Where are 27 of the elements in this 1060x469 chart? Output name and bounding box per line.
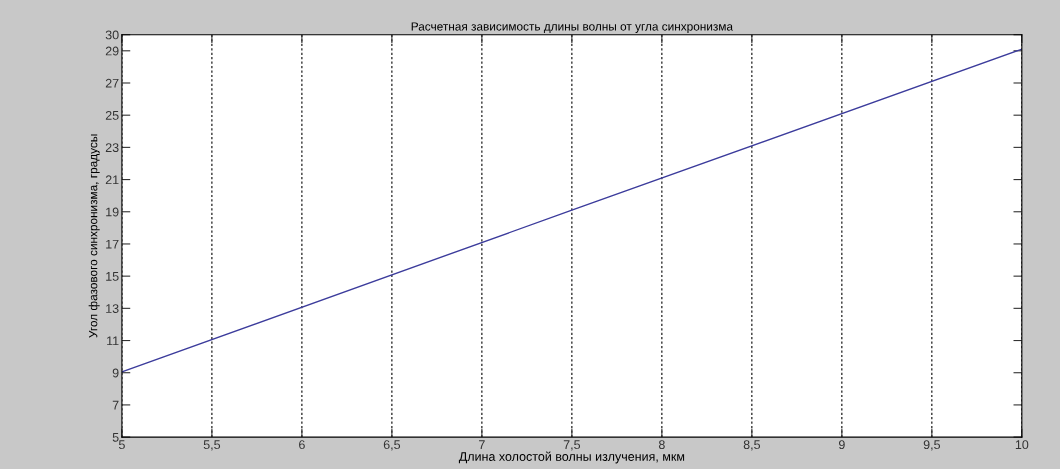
x-axis-title: Длина холостой волны излучения, мкм: [458, 451, 685, 464]
y-tick-label: 17: [106, 239, 119, 249]
y-tick-label: 30: [105, 30, 119, 40]
y-tick-label: 29: [105, 46, 119, 56]
x-tick-label: 8,5: [743, 440, 761, 451]
y-tick-label: 15: [106, 272, 119, 281]
y-tick-label: 9: [112, 368, 119, 378]
x-tick-label: 6: [299, 440, 305, 450]
y-axis-title: Угол фазового синхронизма, градусы: [88, 134, 100, 338]
x-tick-label: 6,5: [383, 440, 401, 451]
y-tick-label: 5: [112, 433, 119, 442]
y-tick-label: 25: [105, 110, 119, 120]
y-tick-label: 23: [105, 143, 119, 153]
y-tick-label: 13: [106, 304, 119, 313]
y-tick-label: 27: [105, 78, 119, 88]
x-tick-label: 5,5: [203, 440, 221, 451]
x-tick-label: 9: [838, 440, 845, 450]
chart-title: Расчетная зависимость длины волны от угла синхронизма: [411, 22, 733, 33]
y-tick-label: 21: [105, 175, 119, 185]
y-tick-label: 19: [106, 207, 119, 217]
x-tick-label: 8: [658, 440, 665, 450]
x-tick-label: 9,5: [923, 440, 941, 451]
x-tick-label: 10: [1015, 440, 1029, 450]
y-tick-label: 11: [107, 336, 119, 346]
y-tick-label: 7: [112, 400, 119, 410]
x-tick-label: 7,5: [563, 440, 581, 451]
x-tick-label: 7: [479, 440, 485, 449]
